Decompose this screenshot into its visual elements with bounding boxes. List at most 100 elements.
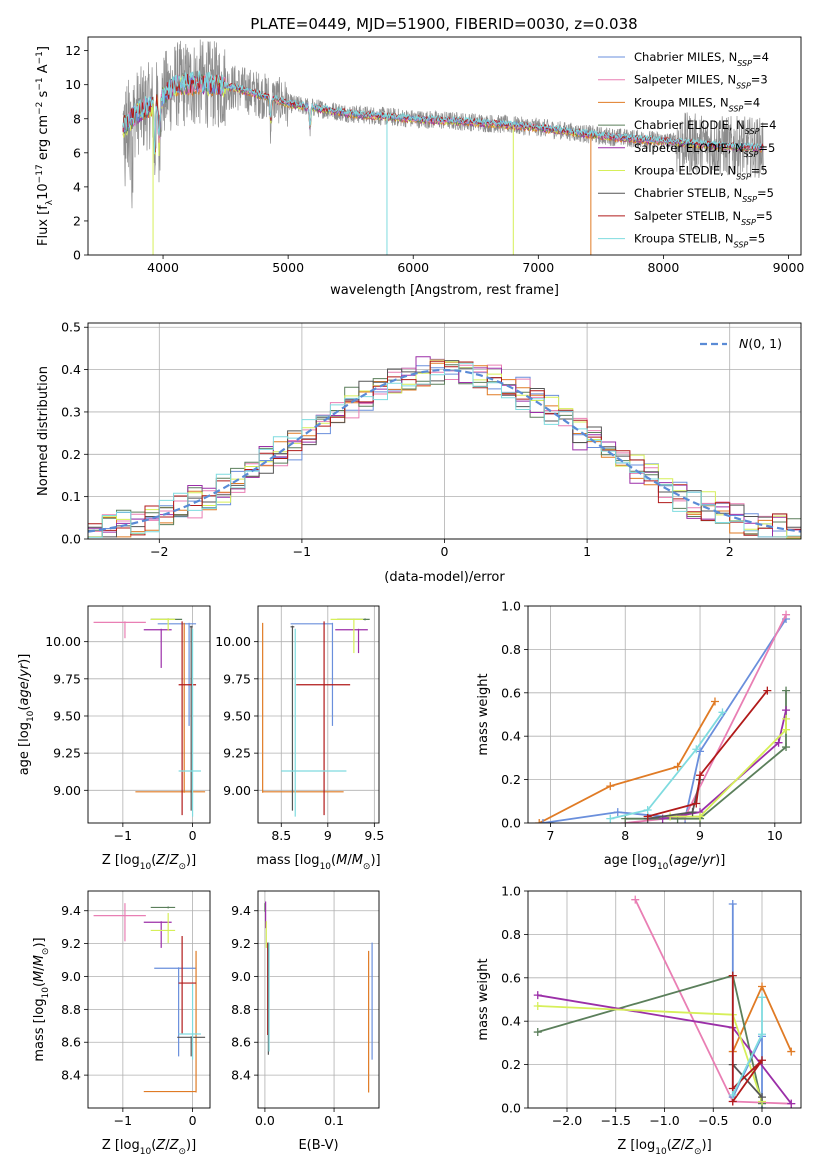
spectrum-plot	[122, 39, 764, 255]
weight-line-salpeter-stelib	[731, 975, 763, 1103]
weight-marker-salpeter-elodie	[787, 1099, 796, 1108]
x-tick-label: 10	[767, 828, 783, 843]
y-tick-label: 0.3	[61, 404, 81, 419]
age_vs_Z-plot	[93, 618, 206, 817]
label-part: Z	[684, 1138, 695, 1153]
axes-frame	[87, 322, 802, 540]
axes-frame	[87, 605, 211, 824]
massweight_vs_age-ticks: 7 8 9 10 0.0 0.2 0.4 0.6 0.8 1.0	[501, 599, 783, 844]
label-part: Z [log	[617, 1138, 655, 1153]
legend-label: Salpeter ELODIE, N	[634, 141, 744, 155]
y-tick-label: 9.50	[223, 708, 251, 723]
label-part: −1	[35, 77, 45, 90]
legend-label: Kroupa ELODIE, N	[634, 164, 736, 178]
y-tick-label: 6	[73, 145, 81, 160]
y-tick-label: 8.4	[231, 1068, 251, 1083]
legend-label: Salpeter MILES, N	[634, 73, 736, 87]
label-part: M	[336, 853, 347, 868]
label-part: (	[331, 853, 336, 868]
weight-marker-kroupa-stelib	[758, 1030, 766, 1039]
legend-label: Kroupa MILES, N	[634, 95, 729, 109]
axes-frame	[87, 890, 211, 1109]
weight-marker-salpeter-miles	[782, 610, 791, 619]
label-part: 10	[36, 183, 51, 200]
weight-marker-kroupa-stelib	[728, 1090, 737, 1099]
y-tick-label: 9.00	[53, 783, 81, 798]
y-tick-label: 9.0	[61, 969, 81, 984]
y-tick-label: 9.2	[61, 936, 81, 951]
y-tick-label: 0.2	[61, 447, 81, 462]
label-part: yr	[17, 662, 32, 678]
label-part: ⊙	[178, 1147, 186, 1157]
y-tick-label: 10.00	[215, 634, 251, 649]
weight-marker-kroupa-miles	[606, 782, 615, 791]
y-tick-label: 0.0	[501, 816, 521, 831]
label-part: Z	[155, 1138, 166, 1153]
label-part: )]	[186, 1138, 196, 1153]
weight-line-kroupa-elodie	[670, 718, 787, 818]
y-tick-label: 2	[73, 213, 81, 228]
y-tick-label: 1.0	[501, 884, 521, 899]
x-tick-label: 0.0	[255, 1113, 275, 1128]
label-part: M	[32, 971, 47, 982]
weight-marker-kroupa-miles	[710, 697, 719, 706]
massweight_vs_age-plot	[535, 610, 791, 823]
legend-gaussian-args: (0, 1)	[748, 336, 782, 351]
weight-marker-kroupa-stelib	[692, 745, 701, 754]
age_vs_mass-plot	[262, 618, 370, 817]
label-part: (	[668, 853, 673, 868]
weight-line-kroupa-stelib	[610, 711, 724, 820]
x-tick-label: 0	[189, 828, 197, 843]
legend-suffix: =4	[760, 118, 777, 132]
y-tick-label: 0.5	[61, 320, 81, 335]
weight-marker-salpeter-stelib	[692, 799, 701, 808]
label-part: −17	[35, 164, 45, 183]
massweight_vs_Z-plot	[533, 895, 796, 1108]
y-tick-label: 0.2	[501, 1057, 521, 1072]
legend-sub: SSP	[745, 127, 760, 136]
y-tick-label: 9.2	[231, 936, 251, 951]
label-part: age	[17, 681, 32, 705]
massweight_vs_Z-axes: −2.0 −1.5 −1.0 −0.5 0.0 0.0 0.2 0.4 0.6 0.8 1.0	[501, 884, 802, 1128]
legend-entry: Chabrier ELODIE, NSSP=4	[634, 118, 776, 136]
y-tick-label: 9.75	[53, 671, 81, 686]
axes-frame	[527, 605, 802, 824]
label-part: 10	[655, 1147, 667, 1157]
massweight-vs-age-ylabel: mass weight	[476, 673, 491, 755]
label-part: /	[347, 853, 352, 868]
y-tick-label: 8.4	[61, 1068, 81, 1083]
label-part: (	[151, 853, 156, 868]
mass_vs_ebv-plot	[264, 901, 373, 1093]
legend-entry: Salpeter ELODIE, NSSP=5	[634, 141, 775, 159]
label-part: 10	[140, 862, 152, 872]
legend-suffix: =5	[751, 164, 768, 178]
axes-frame	[257, 605, 380, 824]
x-tick-label: −1	[114, 828, 132, 843]
label-part: ⊙	[41, 948, 51, 956]
x-tick-label: 1	[583, 544, 591, 559]
weight-marker-salpeter-miles	[631, 895, 640, 904]
label-part: Z [log	[102, 853, 140, 868]
weight-marker-chabrier-miles	[613, 808, 622, 817]
label-part: mass [log	[256, 853, 319, 868]
x-tick-label: −1.0	[649, 1113, 679, 1128]
y-tick-label: 12	[65, 43, 81, 58]
spectrum-ticks: 4000 5000 6000 7000 8000 9000 0 2 4 6 8 10 12	[65, 43, 804, 275]
y-tick-label: 4	[73, 179, 81, 194]
age_vs_mass-axes: 8.5 9 9.5 9.00 9.25 9.50 9.75 10.00	[215, 605, 384, 843]
y-tick-label: 8.8	[231, 1002, 251, 1017]
y-tick-label: 0.4	[501, 1014, 521, 1029]
label-part: A	[36, 64, 51, 77]
label-part: yr	[701, 853, 717, 868]
y-tick-label: 9.25	[53, 746, 81, 761]
weight-line-salpeter-stelib	[647, 690, 769, 818]
label-part: age [log	[17, 722, 32, 775]
mass_vs_Z-plot	[93, 903, 206, 1093]
label-part: )]	[370, 853, 380, 868]
weight-marker-chabrier-miles	[538, 819, 547, 823]
label-part: 10	[41, 987, 51, 999]
label-part: −2	[35, 102, 45, 115]
y-tick-label: 8.6	[61, 1035, 81, 1050]
